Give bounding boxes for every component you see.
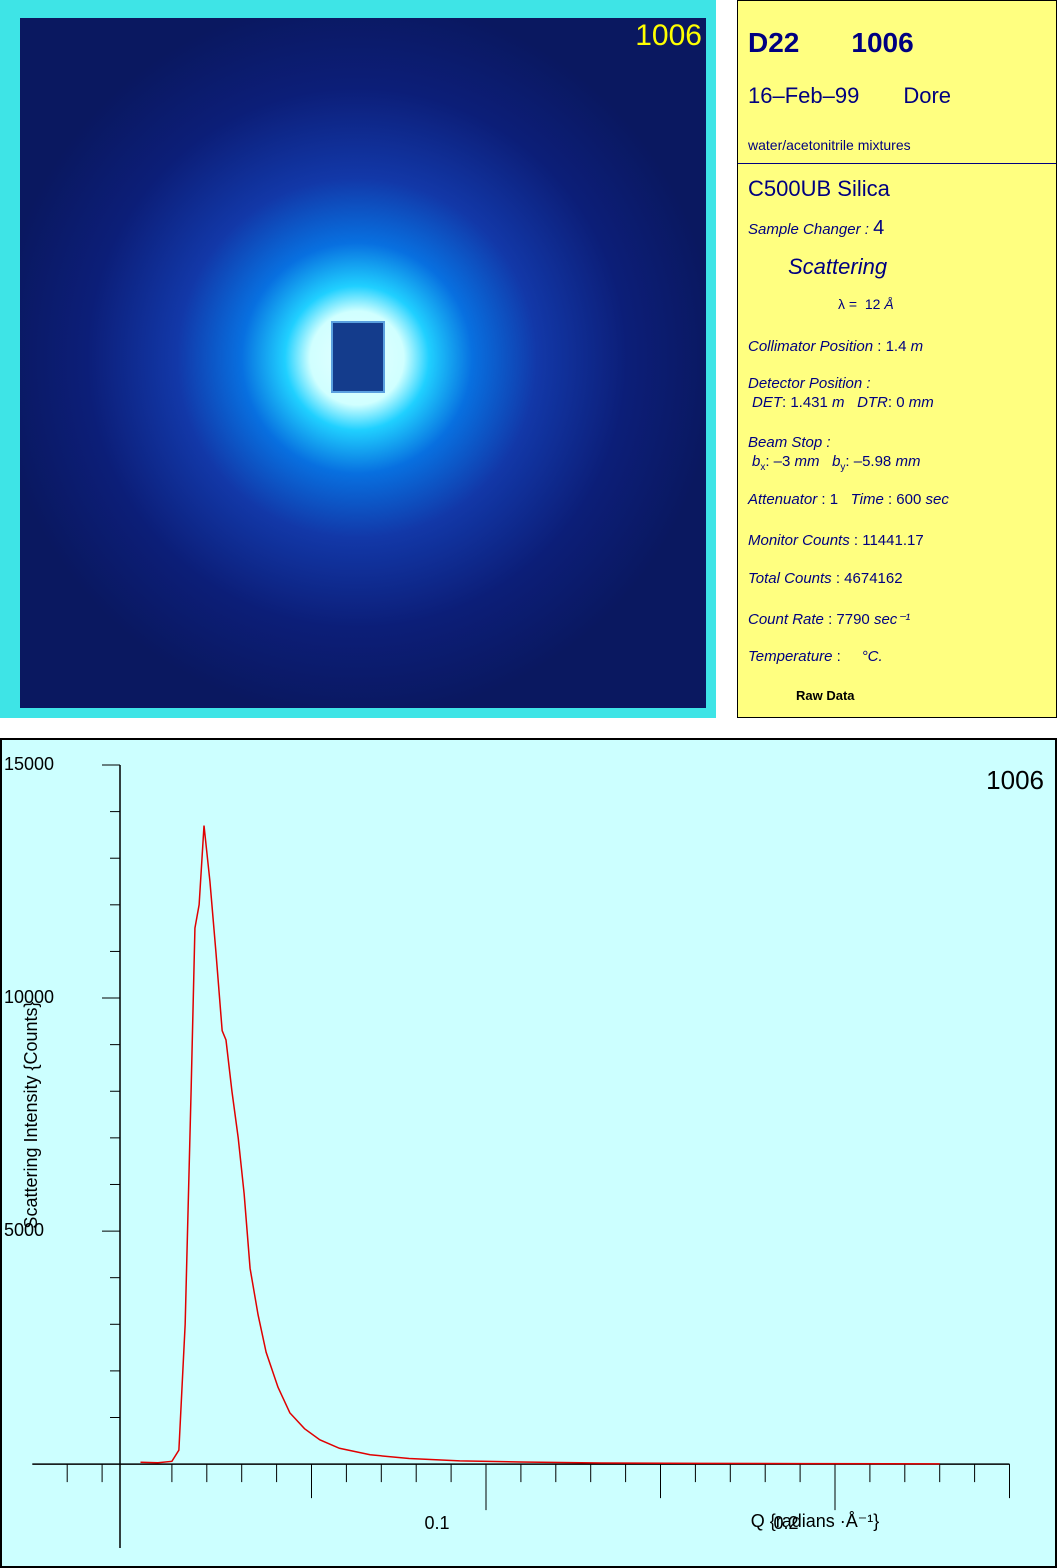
bx-unit: mm (794, 453, 820, 470)
value: : 4674162 (835, 570, 903, 587)
temperature: Temperature : °C. (748, 648, 883, 665)
sample: C500UB Silica (748, 176, 890, 201)
det-label: DET (752, 394, 782, 411)
attenuator-label: Attenuator (748, 491, 818, 508)
footer: Raw Data (796, 688, 855, 703)
run: 1006 (851, 27, 914, 58)
bx-sub: x (760, 462, 766, 473)
by-unit: mm (895, 453, 921, 470)
unit: sec⁻¹ (873, 611, 911, 628)
collimator: Collimator Position : 1.4 m (748, 338, 923, 355)
label: Monitor Counts (748, 532, 850, 549)
wavelength: λ = 12 Å (838, 296, 894, 312)
detector: Detector Position : (748, 375, 871, 392)
count-rate: Count Rate : 7790 sec⁻¹ (748, 610, 910, 628)
by-value: : –5.98 (845, 453, 892, 470)
date: 16–Feb–99 (748, 83, 860, 108)
instrument: D22 (748, 27, 800, 58)
date-line: 16–Feb–99 Dore (748, 83, 951, 109)
user: Dore (903, 83, 952, 108)
sample-changer: Sample Changer : 4 (748, 217, 884, 240)
label: Sample Changer : (748, 221, 869, 238)
info-panel: D22 1006 16–Feb–99 Dore water/acetonitrile… (737, 0, 1057, 718)
value: : 11441.17 (853, 532, 924, 549)
mode: Scattering (788, 254, 888, 279)
annotation: 1006 (986, 765, 1044, 795)
total: Total Counts : 4674162 (748, 570, 903, 587)
bx-value: : –3 (765, 453, 791, 470)
divider (738, 163, 1056, 164)
title: water/acetonitrile mixtures (748, 137, 911, 153)
det-unit: m (832, 394, 845, 411)
y-tick-label: 15000 (4, 754, 54, 774)
time-label: Time (850, 491, 884, 508)
y-tick-label: 5000 (4, 1220, 44, 1240)
symbol: λ = (838, 296, 858, 312)
sep: : (877, 338, 882, 355)
label: Count Rate (748, 611, 824, 628)
label: Temperature (748, 648, 833, 665)
y-tick-label: 10000 (4, 987, 54, 1007)
beam-stop-values: bx: –3 mm by: –5.98 mm (752, 453, 920, 473)
label: Detector Position : (748, 375, 871, 392)
detector-values: DET: 1.431 m DTR: 0 mm (752, 394, 934, 411)
by-label: b (832, 453, 841, 470)
unit: °C. (861, 648, 883, 665)
attenuator-time: Attenuator : 1 Time : 600 sec (748, 491, 949, 508)
value: : 7790 (828, 611, 870, 628)
dtr-unit: mm (908, 394, 934, 411)
x-axis-title: Q {radians ·Å⁻¹} (751, 1511, 880, 1531)
dtr-value: : 0 (887, 394, 905, 411)
bx-label: b (752, 453, 761, 470)
run-label: 1006 (635, 19, 702, 52)
data-line (140, 825, 940, 1465)
unit: Å (884, 296, 894, 312)
time-unit: sec (925, 491, 949, 508)
value: 12 (864, 296, 881, 312)
value: 1.4 (885, 338, 907, 355)
value: : (836, 648, 841, 665)
label: Total Counts (748, 570, 832, 587)
label: Collimator Position (748, 338, 874, 355)
plot-background (0, 738, 1057, 1568)
monitor: Monitor Counts : 11441.17 (748, 532, 924, 549)
label: Beam Stop : (748, 434, 831, 451)
value: 4 (873, 217, 885, 239)
by-sub: y (840, 462, 846, 473)
chart: 1006 Q {radians ·Å⁻¹} Scattering Intensi… (0, 738, 1057, 1568)
beam-stop: Beam Stop : (748, 434, 831, 451)
x-tick-label: 0.1 (424, 1513, 449, 1533)
y-axis-title: Scattering Intensity {Counts} (21, 1001, 41, 1228)
beam-stop (331, 321, 385, 393)
header: D22 1006 (748, 27, 914, 59)
time-value: : 600 (887, 491, 922, 508)
unit: m (910, 338, 924, 355)
attenuator-value: : 1 (821, 491, 839, 508)
detector-image: 1006 (0, 0, 716, 718)
dtr-label: DTR (857, 394, 888, 411)
det-value: : 1.431 (782, 394, 828, 411)
x-tick-label: 0.2 (773, 1513, 798, 1533)
